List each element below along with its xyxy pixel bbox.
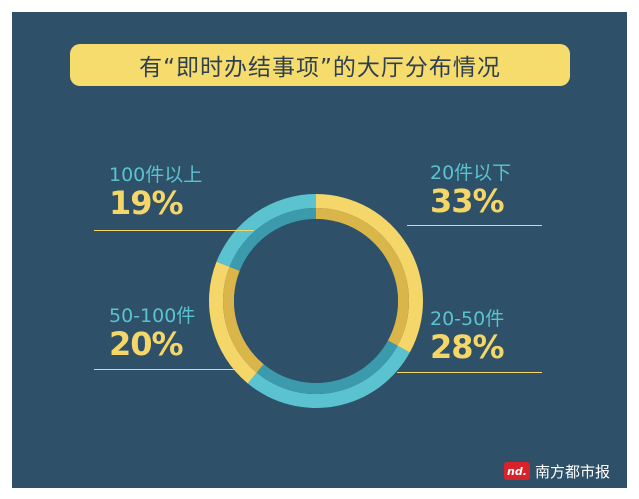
slice-label-bottom-right: 20-50件 28% xyxy=(430,308,505,366)
slice-percent: 19% xyxy=(109,184,184,222)
brand-name: 南方都市报 xyxy=(535,462,611,481)
label-rule-bottom-right xyxy=(397,372,542,373)
slice-name: 100件以上 xyxy=(109,164,203,186)
slice-label-bottom-left: 50-100件 20% xyxy=(109,305,195,361)
slice-percent: 33% xyxy=(430,182,505,220)
donut-slice-1 xyxy=(247,345,410,408)
label-rule-top-left xyxy=(94,230,254,231)
slice-label-top-right: 20件以下 33% xyxy=(430,162,511,218)
slice-name: 50-100件 xyxy=(109,305,196,327)
slice-percent: 28% xyxy=(430,328,505,366)
chart-title: 有“即时办结事项”的大厅分布情况 xyxy=(70,44,570,86)
donut-slice-inner-1 xyxy=(256,340,398,394)
slice-label-top-left: 100件以上 19% xyxy=(109,164,202,220)
brand-mark: nd. 南方都市报 xyxy=(504,460,610,482)
donut-chart xyxy=(209,194,423,408)
chart-panel: 有“即时办结事项”的大厅分布情况 20件以下 33% 20-50件 28% 50… xyxy=(12,12,627,488)
donut-slice-inner-3 xyxy=(229,208,316,271)
label-rule-bottom-left xyxy=(94,369,244,370)
label-rule-top-right xyxy=(407,225,542,226)
donut-hole xyxy=(234,219,398,383)
slice-percent: 20% xyxy=(109,325,184,363)
donut-slice-inner-0 xyxy=(316,208,409,346)
slice-name: 20件以下 xyxy=(430,162,512,184)
donut-slice-inner-2 xyxy=(223,266,264,373)
brand-logo-icon: nd. xyxy=(504,462,530,480)
donut-slice-0 xyxy=(316,194,423,353)
slice-name: 20-50件 xyxy=(430,308,505,330)
donut-slice-2 xyxy=(209,261,257,384)
